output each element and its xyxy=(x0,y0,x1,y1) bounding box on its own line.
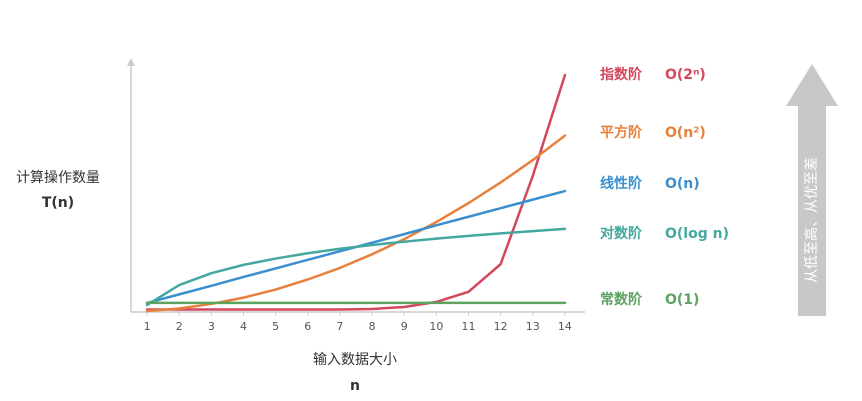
order-annotation: 从低至高、从优至差 xyxy=(803,157,820,283)
x-tick-label: 9 xyxy=(401,320,408,333)
x-tick-label: 7 xyxy=(336,320,343,333)
x-tick-label: 1 xyxy=(144,320,151,333)
x-tick-label: 14 xyxy=(558,320,572,333)
x-tick-label: 13 xyxy=(526,320,540,333)
series-notation: O(n²) xyxy=(665,125,706,141)
x-axis-subtitle: n xyxy=(350,378,360,394)
series-notation: O(n) xyxy=(665,176,700,192)
x-tick-label: 2 xyxy=(176,320,183,333)
series-notation: O(log n) xyxy=(665,226,729,242)
series-name: 常数阶 xyxy=(600,291,643,308)
series-line xyxy=(145,134,567,313)
y-axis-arrow xyxy=(127,58,135,66)
series-notation: O(2ⁿ) xyxy=(665,67,706,83)
series-line xyxy=(145,73,567,311)
x-tick-label: 3 xyxy=(208,320,215,333)
x-tick-label: 6 xyxy=(304,320,311,333)
series-line xyxy=(145,227,567,307)
series-name: 对数阶 xyxy=(600,225,643,242)
x-tick-label: 4 xyxy=(240,320,247,333)
y-axis-title: 计算操作数量 xyxy=(16,170,100,186)
x-tick-label: 5 xyxy=(272,320,279,333)
series-notation: O(1) xyxy=(665,292,699,308)
x-tick-label: 11 xyxy=(462,320,476,333)
x-axis-title: 输入数据大小 xyxy=(313,352,397,368)
series-name: 线性阶 xyxy=(600,175,643,192)
x-tick-label: 12 xyxy=(494,320,508,333)
series-name: 指数阶 xyxy=(600,66,643,83)
order-arrow xyxy=(786,64,838,316)
x-tick-label: 8 xyxy=(369,320,376,333)
series-name: 平方阶 xyxy=(600,124,643,141)
y-axis-subtitle: T(n) xyxy=(42,195,74,211)
x-tick-label: 10 xyxy=(429,320,443,333)
